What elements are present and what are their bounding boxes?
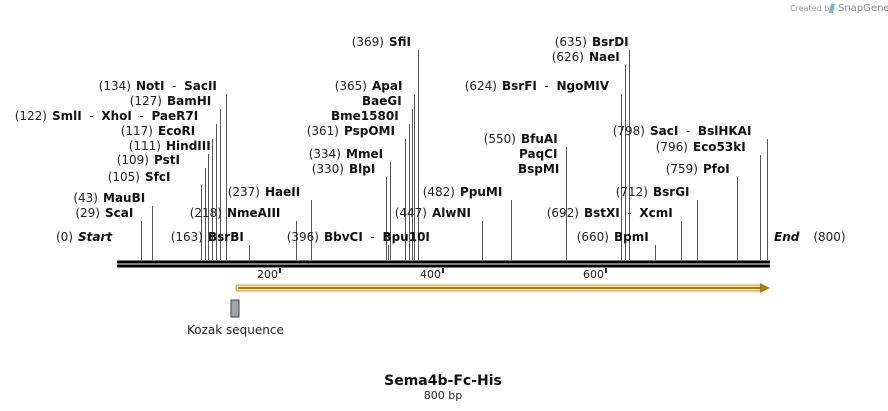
site-pos-bbvci-bpu10i: (396): [287, 230, 319, 244]
site-pos-maubi: (43): [73, 191, 98, 205]
site-label-pspomi: PspOMI: [344, 124, 395, 138]
site-label-baegi: BaeGI: [362, 94, 402, 108]
site-label-bamhi: BamHI: [167, 94, 211, 108]
site-label-maubi: MauBI: [103, 191, 145, 205]
dna-backbone: [117, 260, 770, 268]
site-pos-bamhi: (127): [130, 94, 162, 108]
kozak-box: [230, 299, 240, 318]
site-label-bme1580i: Bme1580I: [331, 109, 399, 123]
site-pos-blpi: (330): [312, 162, 344, 176]
backbone-strand-top: [117, 260, 770, 264]
site-pos-saci-bslhkai: (798): [613, 124, 645, 138]
ruler-label-400: 400: [420, 268, 441, 281]
site-label-naei: NaeI: [589, 50, 620, 64]
site-pos-scai: (29): [75, 206, 100, 220]
site-label-pfoi: PfoI: [703, 162, 730, 176]
site-pos-bsrfi-ngomiv: (624): [465, 79, 497, 93]
site-pos-nmeaiii: (218): [190, 206, 222, 220]
site-label-haeii: HaeII: [265, 185, 300, 199]
site-label-noti-sacii: NotI - SacII: [136, 79, 217, 93]
site-label-bfuai: BfuAI: [521, 132, 558, 146]
site-label-apai: ApaI: [372, 79, 402, 93]
kozak-feature: Kozak sequence: [187, 299, 284, 337]
site-label-sfii: SfiI: [389, 35, 411, 49]
site-label-scai: ScaI: [105, 206, 133, 220]
enzyme-labels: (0) Start (29) ScaI (43) MauBI (105) SfcI (109) P…: [15, 35, 846, 244]
site-label-hindiii: HindIII: [166, 139, 211, 153]
site-pos-bfuai: (550): [484, 132, 516, 146]
site-label-ppumi: PpuMI: [460, 185, 502, 199]
map-subtitle: 800 bp: [424, 389, 462, 402]
site-pos-psti: (109): [117, 153, 149, 167]
site-pos-sfii: (369): [352, 35, 384, 49]
site-pos-bsrdi: (635): [555, 35, 587, 49]
orf-arrow: [235, 283, 770, 293]
site-label-psti: PstI: [154, 153, 180, 167]
site-label-sfci: SfcI: [145, 170, 170, 184]
site-pos-eco53ki: (796): [656, 140, 688, 154]
site-pos-start: (0): [56, 230, 73, 244]
kozak-label: Kozak sequence: [187, 323, 284, 337]
site-pos-haeii: (237): [228, 185, 260, 199]
map-title: Sema4b-Fc-His: [384, 373, 502, 389]
site-pos-bpmi: (660): [577, 230, 609, 244]
site-label-bspmi: BspMI: [518, 162, 559, 176]
site-label-bsrfi-ngomiv: BsrFI - NgoMIV: [502, 79, 610, 93]
snapgene-logo-icon: [829, 4, 835, 13]
site-label-bbvci-bpu10i: BbvCI - Bpu10I: [324, 230, 430, 244]
orf-arrow-head: [760, 283, 770, 293]
site-label-start: Start: [78, 230, 113, 244]
ruler-label-200: 200: [257, 268, 278, 281]
site-pos-smli-xhoi-paer7i: (122): [15, 109, 47, 123]
site-label-blpi: BlpI: [349, 162, 375, 176]
site-label-paqci: PaqCI: [519, 147, 557, 161]
site-label-nmeaiii: NmeAIII: [227, 206, 280, 220]
site-label-smli-xhoi-paer7i: SmlI - XhoI - PaeR7I: [52, 109, 198, 123]
site-label-saci-bslhkai: SacI - BslHKAI: [650, 124, 751, 138]
site-label-bsrbi: BsrBI: [208, 230, 244, 244]
site-pos-ppumi: (482): [423, 185, 455, 199]
ruler-label-600: 600: [583, 268, 604, 281]
site-pos-alwni: (447): [395, 206, 427, 220]
site-pos-pfoi: (759): [666, 162, 698, 176]
site-pos-bstxi-xcmi: (692): [547, 206, 579, 220]
site-pos-noti-sacii: (134): [99, 79, 131, 93]
site-label-mmei: MmeI: [346, 147, 383, 161]
site-label-ecori: EcoRI: [158, 124, 195, 138]
site-label-end: End (800): [774, 230, 846, 244]
site-pos-ecori: (117): [121, 124, 153, 138]
site-pos-bsrgi: (712): [616, 185, 648, 199]
site-label-alwni: AlwNI: [432, 206, 471, 220]
site-pos-mmei: (334): [309, 147, 341, 161]
snapgene-brand: SnapGene: [838, 3, 888, 14]
site-label-bsrdi: BsrDI: [592, 35, 629, 49]
credit-text: Created by: [790, 4, 834, 13]
site-label-bpmi: BpmI: [614, 230, 649, 244]
site-pos-apai: (365): [335, 79, 367, 93]
site-pos-sfci: (105): [108, 170, 140, 184]
site-pos-bsrbi: (163): [171, 230, 203, 244]
site-pos-hindiii: (111): [129, 139, 161, 153]
ruler: 200 400 600: [257, 268, 607, 281]
cut-lines: [141, 50, 768, 260]
site-pos-pspomi: (361): [307, 124, 339, 138]
site-pos-naei: (626): [552, 50, 584, 64]
backbone-strand-bottom: [117, 264, 770, 268]
site-label-eco53ki: Eco53kI: [693, 140, 746, 154]
site-label-bsrgi: BsrGI: [653, 185, 690, 199]
site-label-bstxi-xcmi: BstXI - XcmI: [584, 206, 673, 220]
